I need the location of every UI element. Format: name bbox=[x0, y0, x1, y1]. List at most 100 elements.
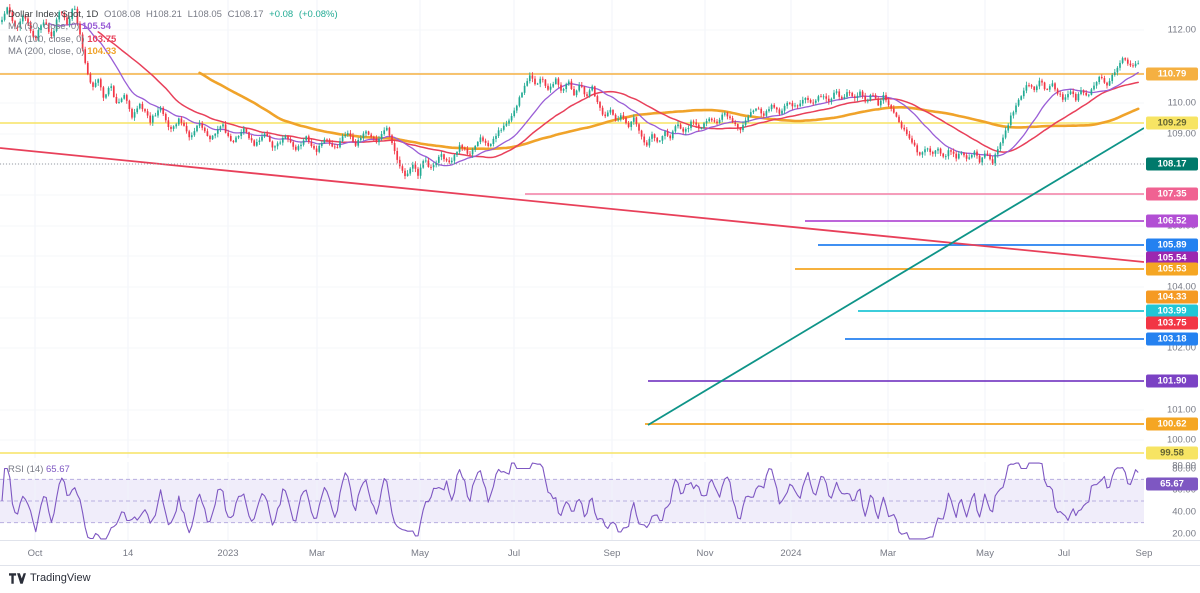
rsi-line[interactable] bbox=[1, 462, 1139, 540]
candle-body bbox=[666, 131, 669, 136]
candle-body bbox=[63, 13, 66, 18]
candle-body bbox=[136, 108, 139, 113]
ma-200-line[interactable] bbox=[198, 71, 1140, 151]
candle-body bbox=[1020, 96, 1023, 100]
rsi-indicator-pane[interactable] bbox=[0, 462, 1144, 540]
candle-body bbox=[1028, 85, 1030, 87]
price-badge-99.58[interactable]: 99.58 bbox=[1146, 446, 1198, 460]
price-badge-108.17[interactable]: 108.17 bbox=[1146, 157, 1198, 171]
rsi-value-badge[interactable]: 65.67 bbox=[1146, 477, 1198, 491]
candle-body bbox=[921, 152, 924, 155]
trendline-descending-resistance[interactable] bbox=[0, 147, 1144, 263]
price-badge-103.75[interactable]: 103.75 bbox=[1146, 316, 1198, 330]
candle-body bbox=[846, 92, 848, 97]
candle-body bbox=[437, 156, 440, 163]
candle-body bbox=[578, 85, 581, 91]
price-badge-101.90[interactable]: 101.90 bbox=[1146, 374, 1198, 388]
price-chart-pane[interactable] bbox=[0, 0, 1144, 458]
candle-body bbox=[484, 140, 487, 143]
price-badge-103.18[interactable]: 103.18 bbox=[1146, 332, 1198, 346]
candle-body bbox=[1134, 63, 1137, 67]
ma-100-line[interactable] bbox=[97, 31, 1139, 159]
candle-body bbox=[674, 126, 677, 132]
price-badge-106.52[interactable]: 106.52 bbox=[1146, 214, 1198, 228]
candle-body bbox=[820, 96, 822, 98]
candle-body bbox=[716, 121, 718, 124]
candle-body bbox=[924, 149, 926, 153]
price-badge-109.29[interactable]: 109.29 bbox=[1146, 116, 1198, 130]
candle-body bbox=[183, 122, 185, 126]
candle-body bbox=[94, 82, 97, 87]
candle-body bbox=[835, 91, 838, 93]
price-badge-107.35[interactable]: 107.35 bbox=[1146, 187, 1198, 201]
price-badge-104.33[interactable]: 104.33 bbox=[1146, 290, 1198, 304]
candle-body bbox=[1009, 115, 1012, 126]
candle-body bbox=[42, 22, 45, 26]
price-axis[interactable]: 112.00111.00110.00109.00108.00107.00106.… bbox=[1144, 0, 1200, 472]
candle-body bbox=[853, 96, 856, 98]
candle-body bbox=[586, 94, 588, 96]
candle-body bbox=[159, 107, 162, 111]
candle-body bbox=[177, 118, 180, 125]
candle-body bbox=[235, 137, 237, 142]
candle-body bbox=[1072, 91, 1075, 94]
candle-body bbox=[385, 127, 388, 131]
candle-body bbox=[729, 116, 731, 119]
candle-body bbox=[92, 82, 94, 87]
price-badge-105.89[interactable]: 105.89 bbox=[1146, 238, 1198, 252]
candle-body bbox=[747, 116, 750, 121]
candle-body bbox=[1090, 89, 1093, 95]
candle-body bbox=[196, 125, 198, 132]
candle-body bbox=[723, 113, 726, 115]
candle-body bbox=[445, 159, 448, 161]
candle-body bbox=[224, 124, 227, 133]
rsi-chart-canvas[interactable] bbox=[0, 462, 1144, 540]
candle-body bbox=[690, 121, 692, 129]
candle-body bbox=[240, 132, 243, 136]
price-badge-105.53[interactable]: 105.53 bbox=[1146, 262, 1198, 276]
candle-body bbox=[591, 86, 594, 91]
candle-body bbox=[526, 81, 529, 86]
candle-body bbox=[406, 173, 409, 177]
tradingview-brand[interactable]: TradingView bbox=[9, 572, 91, 584]
candle-body bbox=[500, 129, 503, 131]
candle-body bbox=[105, 94, 107, 98]
candle-body bbox=[996, 149, 999, 155]
candlestick-series[interactable] bbox=[1, 4, 1140, 180]
candle-body bbox=[27, 18, 29, 24]
trendline-ascending-support[interactable] bbox=[647, 127, 1144, 426]
time-axis-tick: Jul bbox=[507, 548, 521, 559]
time-axis-tick: Sep bbox=[1135, 548, 1153, 559]
time-axis-tick: Jul bbox=[1057, 548, 1071, 559]
candle-body bbox=[669, 135, 672, 139]
candle-body bbox=[97, 79, 100, 83]
candle-body bbox=[307, 136, 310, 143]
candle-body bbox=[838, 91, 841, 97]
candle-body bbox=[34, 36, 37, 39]
rsi-legend: RSI (14) 65.67 bbox=[8, 464, 70, 475]
candle-body bbox=[456, 151, 458, 156]
candle-body bbox=[931, 152, 934, 154]
candle-body bbox=[640, 130, 643, 137]
ma-50-line[interactable] bbox=[48, 22, 1139, 167]
candle-body bbox=[474, 146, 477, 150]
price-chart-canvas[interactable] bbox=[0, 0, 1144, 458]
rsi-axis-tick: 40.00 bbox=[1172, 506, 1196, 518]
candle-body bbox=[510, 116, 513, 121]
price-badge-100.62[interactable]: 100.62 bbox=[1146, 417, 1198, 431]
candle-body bbox=[310, 142, 313, 147]
candle-body bbox=[1106, 82, 1108, 86]
candle-body bbox=[760, 108, 763, 114]
price-badge-105.54[interactable]: 105.54 bbox=[1146, 251, 1198, 265]
candle-body bbox=[1043, 82, 1046, 90]
price-badge-103.99[interactable]: 103.99 bbox=[1146, 304, 1198, 318]
time-axis[interactable]: Oct 14 2023 Mar May Jul Sep Nov 2024 Mar May Jul Sep bbox=[0, 540, 1200, 566]
trendlines[interactable] bbox=[0, 127, 1144, 426]
price-badge-110.79[interactable]: 110.79 bbox=[1146, 67, 1198, 81]
candle-body bbox=[721, 114, 724, 120]
candle-body bbox=[162, 107, 165, 114]
candle-body bbox=[1119, 62, 1121, 68]
candle-body bbox=[692, 121, 695, 123]
candle-body bbox=[547, 85, 549, 90]
